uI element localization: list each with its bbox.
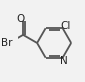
Text: N: N — [60, 56, 68, 66]
Text: O: O — [16, 14, 25, 24]
Text: Cl: Cl — [61, 21, 71, 31]
Text: Br: Br — [1, 38, 13, 48]
